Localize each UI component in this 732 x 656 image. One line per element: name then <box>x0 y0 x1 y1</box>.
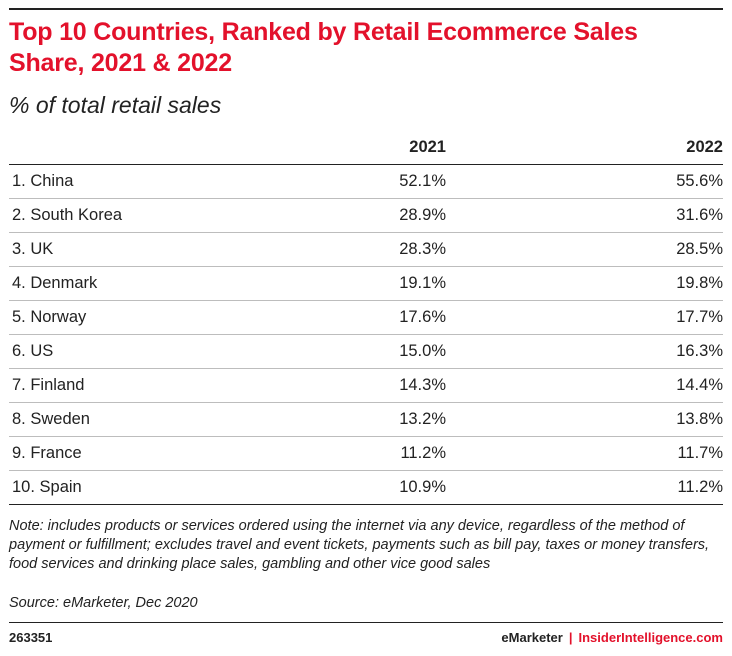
cell-spacer <box>446 198 626 233</box>
table-body: 1. China 52.1% 55.6% 2. South Korea 28.9% 31.… <box>9 164 723 505</box>
cell-2022: 19.8% <box>626 266 723 301</box>
cell-spacer <box>446 436 626 471</box>
table-row: 1. China 52.1% 55.6% <box>9 164 723 199</box>
cell-country: 4. Denmark <box>9 266 382 301</box>
cell-spacer <box>446 334 626 369</box>
cell-2021: 10.9% <box>382 470 446 505</box>
cell-2022: 17.7% <box>626 300 723 335</box>
cell-2022: 11.2% <box>626 470 723 505</box>
cell-2022: 14.4% <box>626 368 723 403</box>
brand-emarketer: eMarketer <box>501 630 563 645</box>
cell-2022: 16.3% <box>626 334 723 369</box>
chart-subtitle: % of total retail sales <box>9 92 222 118</box>
cell-2021: 13.2% <box>382 402 446 437</box>
table-header-row: 2021 2022 <box>9 130 723 165</box>
brand-separator: | <box>568 630 573 645</box>
cell-country: 7. Finland <box>9 368 382 403</box>
table-row: 10. Spain 10.9% 11.2% <box>9 470 723 505</box>
table-row: 5. Norway 17.6% 17.7% <box>9 300 723 335</box>
cell-2021: 14.3% <box>382 368 446 403</box>
table-row: 9. France 11.2% 11.7% <box>9 436 723 471</box>
cell-spacer <box>446 232 626 267</box>
table-row: 6. US 15.0% 16.3% <box>9 334 723 369</box>
cell-2021: 15.0% <box>382 334 446 369</box>
data-table: 2021 2022 1. China 52.1% 55.6% 2. South Kor… <box>9 130 723 505</box>
cell-2022: 55.6% <box>626 164 723 199</box>
cell-2021: 28.9% <box>382 198 446 233</box>
column-header-2022: 2022 <box>626 130 723 165</box>
top-rule <box>9 8 723 10</box>
cell-2022: 31.6% <box>626 198 723 233</box>
chart-source: Source: eMarketer, Dec 2020 <box>9 595 198 611</box>
table-row: 2. South Korea 28.9% 31.6% <box>9 198 723 233</box>
table-row: 3. UK 28.3% 28.5% <box>9 232 723 267</box>
cell-2021: 19.1% <box>382 266 446 301</box>
cell-country: 10. Spain <box>9 470 382 505</box>
cell-country: 6. US <box>9 334 382 369</box>
cell-2021: 11.2% <box>382 436 446 471</box>
cell-spacer <box>446 470 626 505</box>
table-row: 7. Finland 14.3% 14.4% <box>9 368 723 403</box>
cell-spacer <box>446 368 626 403</box>
column-spacer <box>446 130 626 165</box>
chart-note: Note: includes products or services orde… <box>9 518 710 572</box>
cell-2022: 28.5% <box>626 232 723 267</box>
table-row: 4. Denmark 19.1% 19.8% <box>9 266 723 301</box>
footer-rule <box>9 622 723 623</box>
chart-title: Top 10 Countries, Ranked by Retail Ecomm… <box>9 18 638 77</box>
cell-country: 8. Sweden <box>9 402 382 437</box>
cell-spacer <box>446 402 626 437</box>
cell-2021: 52.1% <box>382 164 446 199</box>
cell-spacer <box>446 164 626 199</box>
cell-spacer <box>446 266 626 301</box>
cell-2021: 17.6% <box>382 300 446 335</box>
cell-spacer <box>446 300 626 335</box>
cell-country: 9. France <box>9 436 382 471</box>
column-header-country <box>9 130 382 165</box>
chart-id: 263351 <box>9 630 53 645</box>
cell-country: 1. China <box>9 164 382 199</box>
cell-country: 2. South Korea <box>9 198 382 233</box>
cell-2021: 28.3% <box>382 232 446 267</box>
column-header-2021: 2021 <box>382 130 446 165</box>
table-row: 8. Sweden 13.2% 13.8% <box>9 402 723 437</box>
cell-country: 3. UK <box>9 232 382 267</box>
cell-country: 5. Norway <box>9 300 382 335</box>
brand-credit: eMarketer | InsiderIntelligence.com <box>501 630 723 645</box>
brand-insider-intelligence: InsiderIntelligence.com <box>578 630 724 645</box>
cell-2022: 13.8% <box>626 402 723 437</box>
cell-2022: 11.7% <box>626 436 723 471</box>
